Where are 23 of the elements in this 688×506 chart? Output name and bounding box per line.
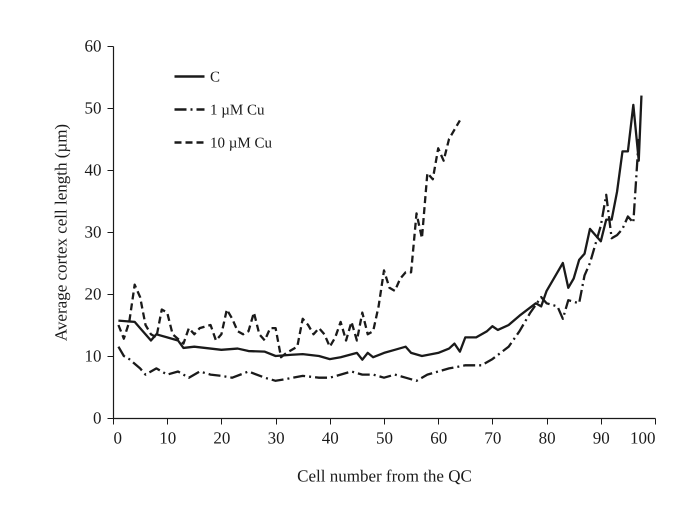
y-tick-label: 40 (84, 160, 102, 180)
y-tick-label: 20 (84, 284, 102, 304)
x-tick-label: 0 (114, 428, 122, 448)
y-tick-label: 30 (84, 222, 102, 242)
y-axis-title: Average cortex cell length (µm) (52, 124, 70, 342)
x-tick-label: 70 (484, 428, 502, 448)
legend-label: 10 µM Cu (210, 136, 272, 152)
y-tick-label: 50 (84, 98, 102, 118)
y-tick-label: 10 (84, 346, 102, 366)
x-axis-title: Cell number from the QC (297, 466, 472, 486)
x-tick-label: 40 (322, 428, 339, 448)
y-tick-label: 60 (84, 36, 102, 56)
x-tick-label: 10 (159, 428, 176, 448)
legend-label: C (210, 70, 220, 86)
legend-label: 1 µM Cu (210, 102, 265, 118)
x-tick-label: 20 (213, 428, 230, 448)
x-tick-label: 60 (430, 428, 448, 448)
x-tick-label: 100 (630, 428, 656, 448)
x-tick-label: 80 (538, 428, 556, 448)
y-tick-label: 0 (93, 408, 102, 428)
x-tick-label: 50 (376, 428, 393, 448)
x-tick-label: 90 (592, 428, 610, 448)
x-tick-label: 30 (268, 428, 285, 448)
